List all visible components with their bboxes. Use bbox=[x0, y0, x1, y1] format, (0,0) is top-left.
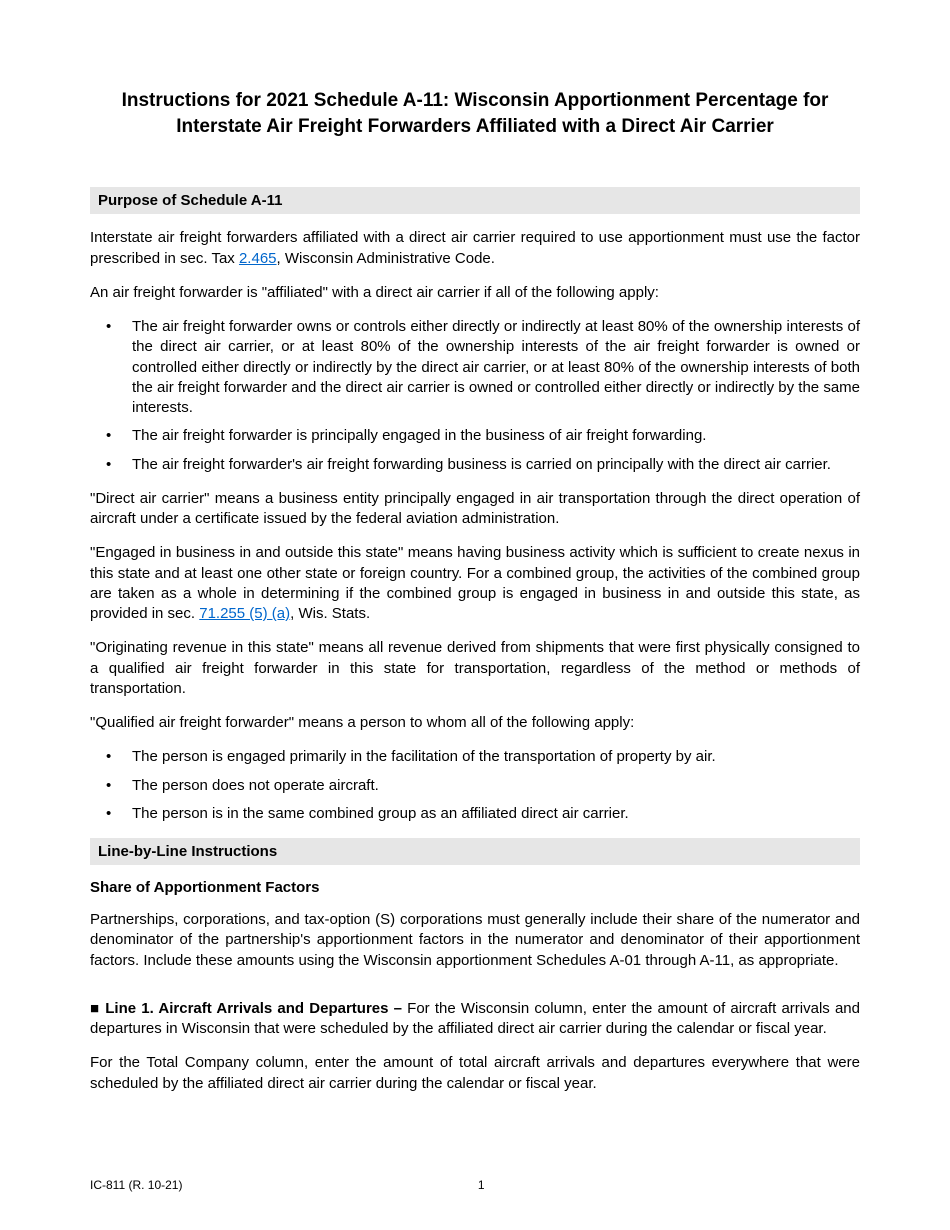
purpose-para-1b: , Wisconsin Administrative Code. bbox=[277, 250, 495, 267]
list-item: The person is engaged primarily in the f… bbox=[90, 747, 860, 767]
line1-para-2: For the Total Company column, enter the … bbox=[90, 1053, 860, 1094]
qualified-forwarder-list: The person is engaged primarily in the f… bbox=[90, 747, 860, 824]
line1-label-bold: ■ Line 1. Aircraft Arrivals and Departur… bbox=[90, 1000, 407, 1017]
list-item: The air freight forwarder owns or contro… bbox=[90, 317, 860, 418]
affiliated-criteria-list: The air freight forwarder owns or contro… bbox=[90, 317, 860, 475]
line1-item: ■ Line 1. Aircraft Arrivals and Departur… bbox=[90, 999, 860, 1040]
line1-label: ■ Line 1. Aircraft Arrivals and Departur… bbox=[90, 1000, 407, 1017]
list-item: The person does not operate aircraft. bbox=[90, 776, 860, 796]
purpose-para-6: "Qualified air freight forwarder" means … bbox=[90, 713, 860, 733]
purpose-para-5: "Originating revenue in this state" mean… bbox=[90, 638, 860, 699]
purpose-para-3: "Direct air carrier" means a business en… bbox=[90, 489, 860, 530]
purpose-para-4b: , Wis. Stats. bbox=[290, 605, 370, 622]
statute-link-2465[interactable]: 2.465 bbox=[239, 250, 277, 267]
footer-page-number: 1 bbox=[478, 1178, 485, 1192]
document-page: Instructions for 2021 Schedule A-11: Wis… bbox=[0, 0, 950, 1230]
statute-link-71255[interactable]: 71.255 (5) (a) bbox=[199, 605, 290, 622]
list-item: The person is in the same combined group… bbox=[90, 804, 860, 824]
instructions-para-1: Partnerships, corporations, and tax-opti… bbox=[90, 910, 860, 971]
purpose-para-1: Interstate air freight forwarders affili… bbox=[90, 228, 860, 269]
purpose-para-2: An air freight forwarder is "affiliated"… bbox=[90, 283, 860, 303]
list-item: The air freight forwarder is principally… bbox=[90, 426, 860, 446]
section-header-purpose: Purpose of Schedule A-11 bbox=[90, 187, 860, 214]
page-title: Instructions for 2021 Schedule A-11: Wis… bbox=[90, 88, 860, 139]
section-header-instructions: Line-by-Line Instructions bbox=[90, 838, 860, 865]
footer-form-id: IC-811 (R. 10-21) bbox=[90, 1178, 182, 1192]
list-item: The air freight forwarder's air freight … bbox=[90, 455, 860, 475]
subheading-share: Share of Apportionment Factors bbox=[90, 879, 860, 896]
purpose-para-4: "Engaged in business in and outside this… bbox=[90, 543, 860, 624]
page-footer: IC-811 (R. 10-21) 1 bbox=[90, 1178, 860, 1192]
